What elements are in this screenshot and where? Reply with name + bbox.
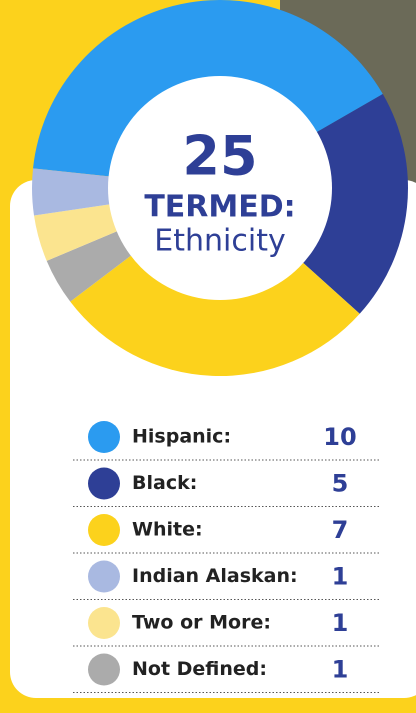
legend-label: Two or More:: [132, 612, 271, 634]
chart-subtitle: Ethnicity: [154, 224, 285, 259]
total: 25: [182, 125, 257, 188]
legend-label: Not Defined:: [132, 658, 267, 680]
value-label: 10: [323, 423, 356, 451]
value-label: 5: [332, 470, 349, 498]
legend: Hispanic: 10 Black: 5 White: 7 Indian Alaskan:…: [73, 421, 380, 693]
legend-swatch: [88, 607, 120, 639]
legend-label: Black:: [132, 472, 197, 494]
value-label: 7: [332, 516, 349, 544]
legend-swatch: [88, 514, 120, 546]
value-label: 1: [332, 563, 349, 591]
legend-swatch: [88, 560, 120, 593]
value-label: 1: [332, 609, 349, 637]
value-label: 1: [332, 656, 349, 684]
legend-swatch: [88, 467, 120, 500]
legend-label: White:: [132, 519, 203, 541]
legend-label: Indian Alaskan:: [132, 565, 298, 587]
legend-swatch: [88, 653, 120, 686]
chart-title: TERMED:: [144, 190, 295, 225]
legend-label: Hispanic:: [132, 426, 231, 448]
donut-hole: [108, 76, 332, 300]
legend-swatch: [88, 421, 120, 453]
